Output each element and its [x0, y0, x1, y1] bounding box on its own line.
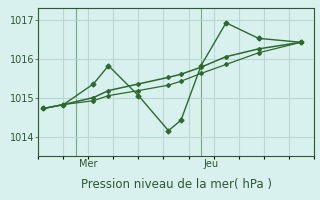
Text: Jeu: Jeu: [204, 159, 219, 169]
Text: Mer: Mer: [79, 159, 97, 169]
X-axis label: Pression niveau de la mer( hPa ): Pression niveau de la mer( hPa ): [81, 178, 271, 191]
